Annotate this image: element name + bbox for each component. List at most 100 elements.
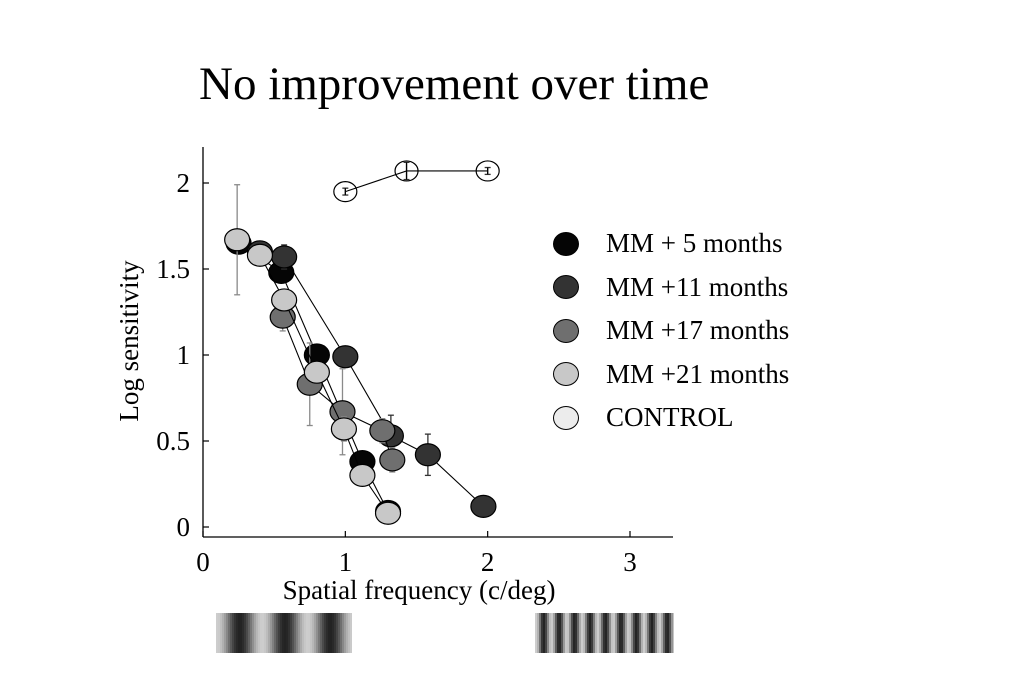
grating-stripe (286, 613, 289, 653)
grating-stripe (597, 613, 600, 653)
y-tick-label: 1 (177, 340, 191, 370)
grating-stripe (326, 613, 329, 653)
grating-stripe (282, 613, 285, 653)
y-axis-label: Log sensitivity (114, 260, 144, 422)
grating-stripe (599, 613, 602, 653)
legend-label: MM +17 months (606, 315, 790, 346)
data-point (374, 501, 402, 525)
grating-stripe (645, 613, 648, 653)
grating-stripe (661, 613, 664, 653)
data-point (349, 463, 376, 487)
grating-stripe (304, 613, 307, 653)
grating-stripe (226, 613, 229, 653)
grating-stripe (653, 613, 656, 653)
legend-item: MM +21 months (553, 353, 789, 397)
grating-stripe (268, 613, 271, 653)
grating-stripe (555, 613, 558, 653)
grating-stripe (350, 613, 352, 653)
grating-stripe (278, 613, 281, 653)
grating-stripe (641, 613, 644, 653)
grating-stripe (633, 613, 636, 653)
grating-stripe (591, 613, 594, 653)
grating-stripe (651, 613, 654, 653)
grating-stripe (595, 613, 598, 653)
grating-stripe (637, 613, 640, 653)
data-point (394, 160, 419, 182)
grating-stripe (216, 613, 219, 653)
grating-stripe (342, 613, 345, 653)
grating-stripe (561, 613, 564, 653)
series-4 (333, 160, 500, 203)
grating-stripe (547, 613, 550, 653)
grating-stripe (248, 613, 251, 653)
data-point (271, 245, 298, 269)
grating-stripe (250, 613, 253, 653)
grating-stripe (292, 613, 295, 653)
grating-stripe (627, 613, 630, 653)
series-line (345, 170, 488, 193)
grating-stripe (569, 613, 572, 653)
grating-stripe (346, 613, 349, 653)
grating-stripe (318, 613, 321, 653)
legend-label: MM +21 months (606, 358, 790, 389)
grating-stripe (543, 613, 546, 653)
grating-stripe (270, 613, 273, 653)
grating-stripe (613, 613, 616, 653)
grating-stripe (246, 613, 249, 653)
series-2 (269, 302, 406, 473)
grating-stripe (338, 613, 341, 653)
grating-stripe (535, 613, 538, 653)
grating-stripe (252, 613, 255, 653)
grating-stripe (312, 613, 315, 653)
grating-stripe (621, 613, 624, 653)
grating-stripe (559, 613, 562, 653)
grating-stripe (669, 613, 672, 653)
legend-swatch (553, 362, 579, 387)
grating-stripe (659, 613, 662, 653)
chart-legend: MM + 5 months MM +11 months MM +17 months M… (553, 222, 789, 440)
grating-stripe (573, 613, 576, 653)
legend-label: MM + 5 months (606, 228, 783, 259)
x-tick-label: 1 (339, 547, 353, 577)
grating-stripe (539, 613, 542, 653)
data-point (330, 417, 358, 441)
grating-stripe (316, 613, 319, 653)
grating-stripe (334, 613, 337, 653)
grating-stripe (310, 613, 313, 653)
grating-stripe (583, 613, 586, 653)
grating-stripe (589, 613, 592, 653)
y-tick-label: 0 (177, 512, 191, 542)
grating-stripe (264, 613, 267, 653)
grating-stripe (617, 613, 620, 653)
grating-stripe (302, 613, 305, 653)
grating-stripe (565, 613, 568, 653)
data-point (379, 448, 406, 472)
grating-stripe (553, 613, 556, 653)
grating-stripe (603, 613, 606, 653)
legend-swatch (553, 275, 579, 300)
grating-stripe (643, 613, 646, 653)
data-point (224, 228, 251, 252)
data-point (333, 181, 358, 203)
grating-stripe (631, 613, 634, 653)
grating-stripe (324, 613, 327, 653)
grating-stripe (344, 613, 347, 653)
grating-stripe (541, 613, 544, 653)
grating-stripe (244, 613, 247, 653)
grating-stripe (224, 613, 227, 653)
grating-stripe (657, 613, 660, 653)
grating-stripe (320, 613, 323, 653)
grating-stripe (605, 613, 608, 653)
grating-stripe (579, 613, 582, 653)
grating-stripe (537, 613, 540, 653)
grating-stripe (609, 613, 612, 653)
grating-stripe (254, 613, 257, 653)
legend-item: MM + 5 months (553, 222, 789, 266)
grating-stripe (336, 613, 339, 653)
data-point (470, 494, 497, 518)
grating-stripe (330, 613, 333, 653)
grating-stripe (587, 613, 590, 653)
grating-stripe (649, 613, 652, 653)
x-tick-label: 0 (196, 547, 210, 577)
grating-stripe (222, 613, 225, 653)
